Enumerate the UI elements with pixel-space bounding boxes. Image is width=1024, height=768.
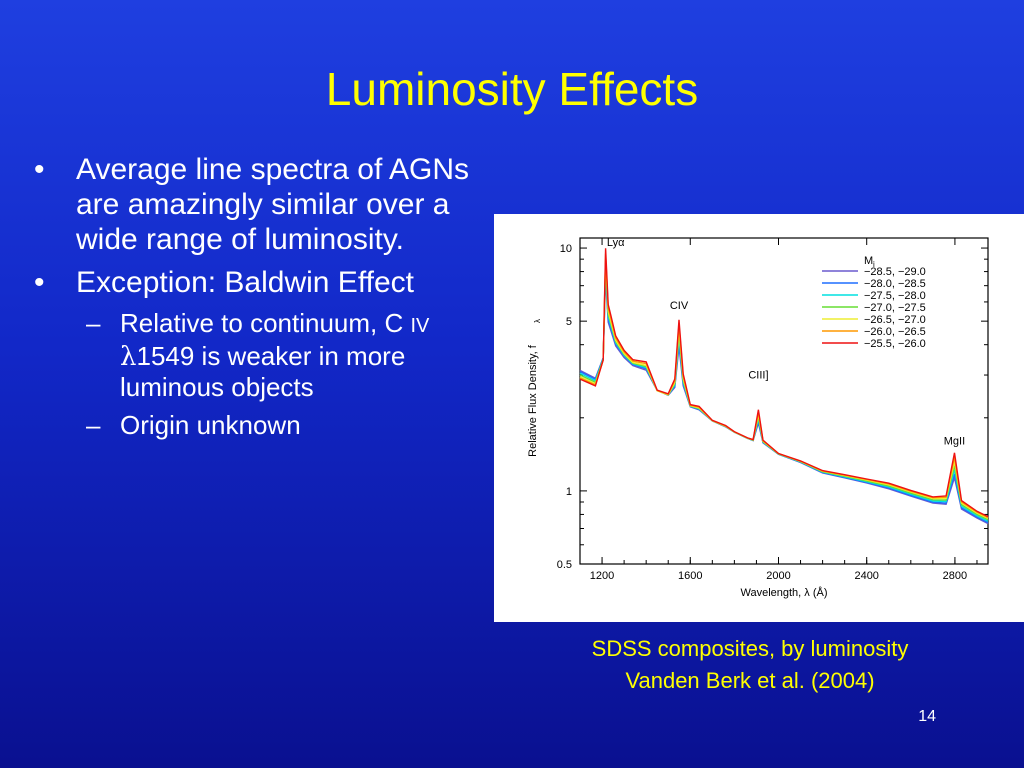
spectrum-figure: 1200 1600 2000 2400 2800 10 5 1 0.5 Lyα CIV CIII] M… bbox=[494, 214, 1024, 622]
y-axis-label-group: Relative Flux Density, f λ bbox=[527, 319, 542, 457]
emission-line-labels: Lyα CIV CIII] MgII bbox=[607, 237, 965, 448]
legend-entry-label: −27.5, −28.0 bbox=[864, 290, 926, 302]
series-line bbox=[579, 278, 989, 525]
x-tick-label: 2800 bbox=[943, 570, 967, 582]
series-line bbox=[579, 263, 989, 521]
plot-frame bbox=[579, 237, 989, 565]
series-line bbox=[579, 267, 989, 522]
bullet-dot-icon: • bbox=[34, 266, 45, 299]
legend-title-subscript: i bbox=[873, 260, 875, 269]
emission-line-label: CIV bbox=[670, 300, 689, 312]
legend-entry-label: −26.5, −27.0 bbox=[864, 314, 926, 326]
x-axis-label: Wavelength, λ (Å) bbox=[740, 586, 827, 599]
bullet-list: • Average line spectra of AGNs are amazi… bbox=[28, 152, 478, 448]
x-tick-label: 2000 bbox=[766, 570, 790, 582]
sub-bullet-text-part1: Relative to continuum, C bbox=[120, 308, 411, 338]
y-tick-label: 1 bbox=[566, 486, 572, 498]
sub-bullet-text-part2: 1549 is weaker in more luminous objects bbox=[120, 341, 406, 402]
legend-entry-label: −27.0, −27.5 bbox=[864, 302, 926, 314]
legend-entry-label: −25.5, −26.0 bbox=[864, 338, 926, 350]
y-axis-label: Relative Flux Density, f bbox=[527, 344, 539, 457]
bullet-text: Exception: Baldwin Effect bbox=[76, 266, 414, 299]
bullet-item: • Exception: Baldwin Effect bbox=[28, 265, 478, 300]
bullet-dash-icon: – bbox=[86, 410, 101, 440]
series-lines bbox=[579, 248, 989, 525]
x-tick-label: 2400 bbox=[854, 570, 878, 582]
sub-bullet-ion-stage: IV bbox=[410, 315, 430, 337]
y-tick-label: 10 bbox=[560, 243, 572, 255]
emission-line-label: CIII] bbox=[748, 370, 768, 382]
figure-caption-line2: Vanden Berk et al. (2004) bbox=[625, 668, 875, 693]
sub-bullet-item: – Relative to continuum, C IV λ1549 is w… bbox=[28, 308, 478, 402]
series-line bbox=[579, 248, 989, 518]
x-tick-label: 1600 bbox=[678, 570, 702, 582]
emission-line-label: Lyα bbox=[607, 237, 625, 249]
axis-ticks: 1200 1600 2000 2400 2800 10 5 1 0.5 bbox=[557, 238, 988, 582]
page-number: 14 bbox=[918, 708, 936, 725]
bullet-text: Average line spectra of AGNs are amazing… bbox=[76, 153, 469, 256]
plot-area: 1200 1600 2000 2400 2800 10 5 1 0.5 Lyα CIV CIII] M… bbox=[557, 237, 989, 582]
sub-bullet-text: Origin unknown bbox=[120, 410, 301, 440]
x-tick-label: 1200 bbox=[590, 570, 614, 582]
series-line bbox=[579, 253, 989, 519]
spectrum-chart: 1200 1600 2000 2400 2800 10 5 1 0.5 Lyα CIV CIII] M… bbox=[527, 237, 989, 599]
y-tick-label: 0.5 bbox=[557, 559, 572, 571]
legend-entry-label: −28.0, −28.5 bbox=[864, 278, 926, 290]
y-tick-label: 5 bbox=[566, 316, 572, 328]
legend-title: M bbox=[864, 255, 873, 267]
emission-line-label: MgII bbox=[944, 436, 965, 448]
figure-caption-line1: SDSS composites, by luminosity bbox=[591, 636, 909, 661]
bullet-item: • Average line spectra of AGNs are amazi… bbox=[28, 152, 478, 257]
slide-title: Luminosity Effects bbox=[325, 63, 699, 115]
legend-entry-label: −26.0, −26.5 bbox=[864, 326, 926, 338]
bullet-dot-icon: • bbox=[34, 153, 45, 186]
legend-entry-label: −28.5, −29.0 bbox=[864, 266, 926, 278]
series-line bbox=[579, 259, 989, 520]
series-line bbox=[579, 272, 989, 524]
y-axis-label-subscript: λ bbox=[533, 319, 542, 323]
sub-bullet-lambda: λ bbox=[120, 342, 137, 372]
sub-bullet-item: – Origin unknown bbox=[28, 410, 478, 440]
bullet-dash-icon: – bbox=[86, 308, 101, 338]
